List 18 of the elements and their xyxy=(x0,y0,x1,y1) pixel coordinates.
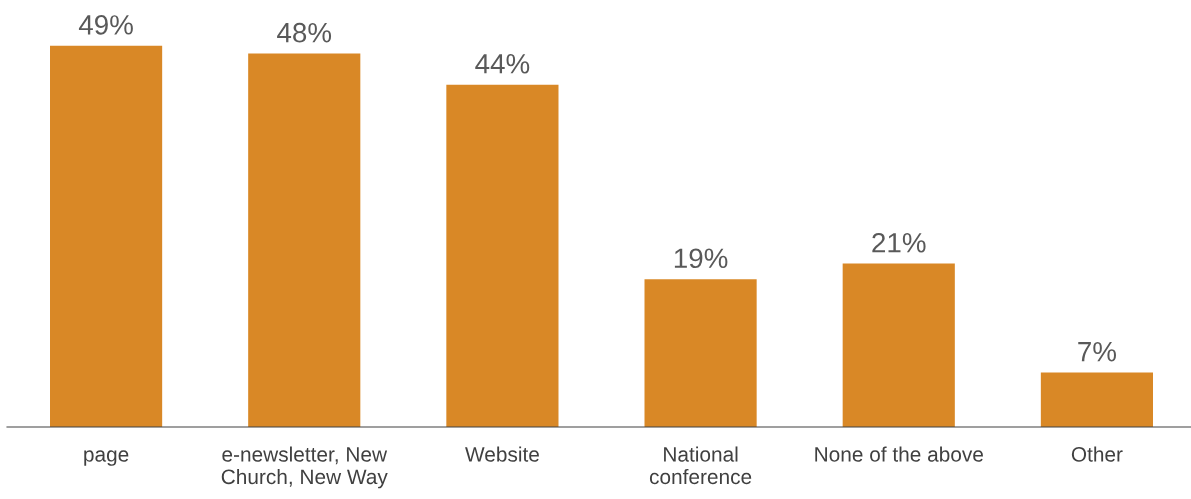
x-tick-label: None of the above xyxy=(815,446,983,462)
bar xyxy=(50,45,163,427)
data-label: 49% xyxy=(78,15,133,35)
data-label: 7% xyxy=(1078,341,1116,362)
data-label: 48% xyxy=(277,22,332,43)
bar xyxy=(644,279,757,427)
data-label: 21% xyxy=(872,232,926,253)
x-tick-label: Other xyxy=(1071,446,1123,462)
x-tick-label: e-newsletter, New Church, New Way xyxy=(221,446,388,489)
bar xyxy=(842,263,955,427)
data-label: 44% xyxy=(475,54,530,74)
x-tick-label: Website xyxy=(465,446,539,462)
bar xyxy=(248,53,361,427)
bar xyxy=(1040,372,1153,427)
x-tick-label: page xyxy=(84,450,129,466)
x-tick-label: National conference xyxy=(649,446,752,485)
data-label: 19% xyxy=(674,248,728,269)
bar xyxy=(446,84,559,427)
